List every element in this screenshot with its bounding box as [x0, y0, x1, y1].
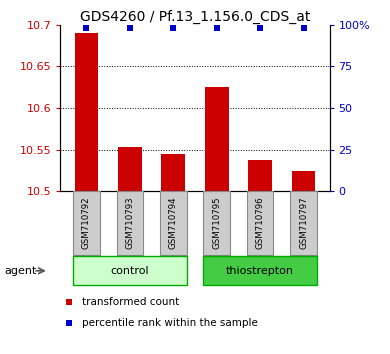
Text: GSM710794: GSM710794: [169, 197, 178, 249]
Bar: [118, 147, 142, 191]
Bar: [160, 191, 186, 255]
Title: GDS4260 / Pf.13_1.156.0_CDS_at: GDS4260 / Pf.13_1.156.0_CDS_at: [80, 10, 310, 24]
Text: transformed count: transformed count: [82, 297, 179, 307]
Bar: [247, 191, 273, 255]
Bar: [74, 33, 98, 191]
Text: GSM710795: GSM710795: [212, 197, 221, 249]
Bar: [205, 87, 229, 191]
Bar: [73, 191, 100, 255]
Bar: [292, 171, 316, 191]
Text: GSM710793: GSM710793: [126, 197, 135, 249]
Bar: [73, 256, 186, 285]
Text: GSM710792: GSM710792: [82, 197, 91, 249]
Bar: [290, 191, 317, 255]
Text: GSM710797: GSM710797: [299, 197, 308, 249]
Bar: [248, 160, 272, 191]
Bar: [161, 154, 185, 191]
Bar: [117, 191, 143, 255]
Text: GSM710796: GSM710796: [255, 197, 264, 249]
Bar: [204, 191, 230, 255]
Text: percentile rank within the sample: percentile rank within the sample: [82, 318, 258, 329]
Text: thiostrepton: thiostrepton: [226, 266, 294, 276]
Text: control: control: [111, 266, 149, 276]
Text: agent: agent: [4, 266, 36, 276]
Bar: [204, 256, 317, 285]
